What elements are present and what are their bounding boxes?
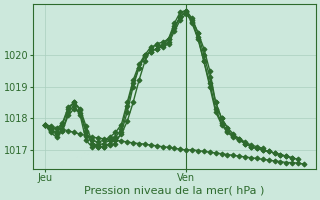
X-axis label: Pression niveau de la mer( hPa ): Pression niveau de la mer( hPa ) xyxy=(84,186,265,196)
